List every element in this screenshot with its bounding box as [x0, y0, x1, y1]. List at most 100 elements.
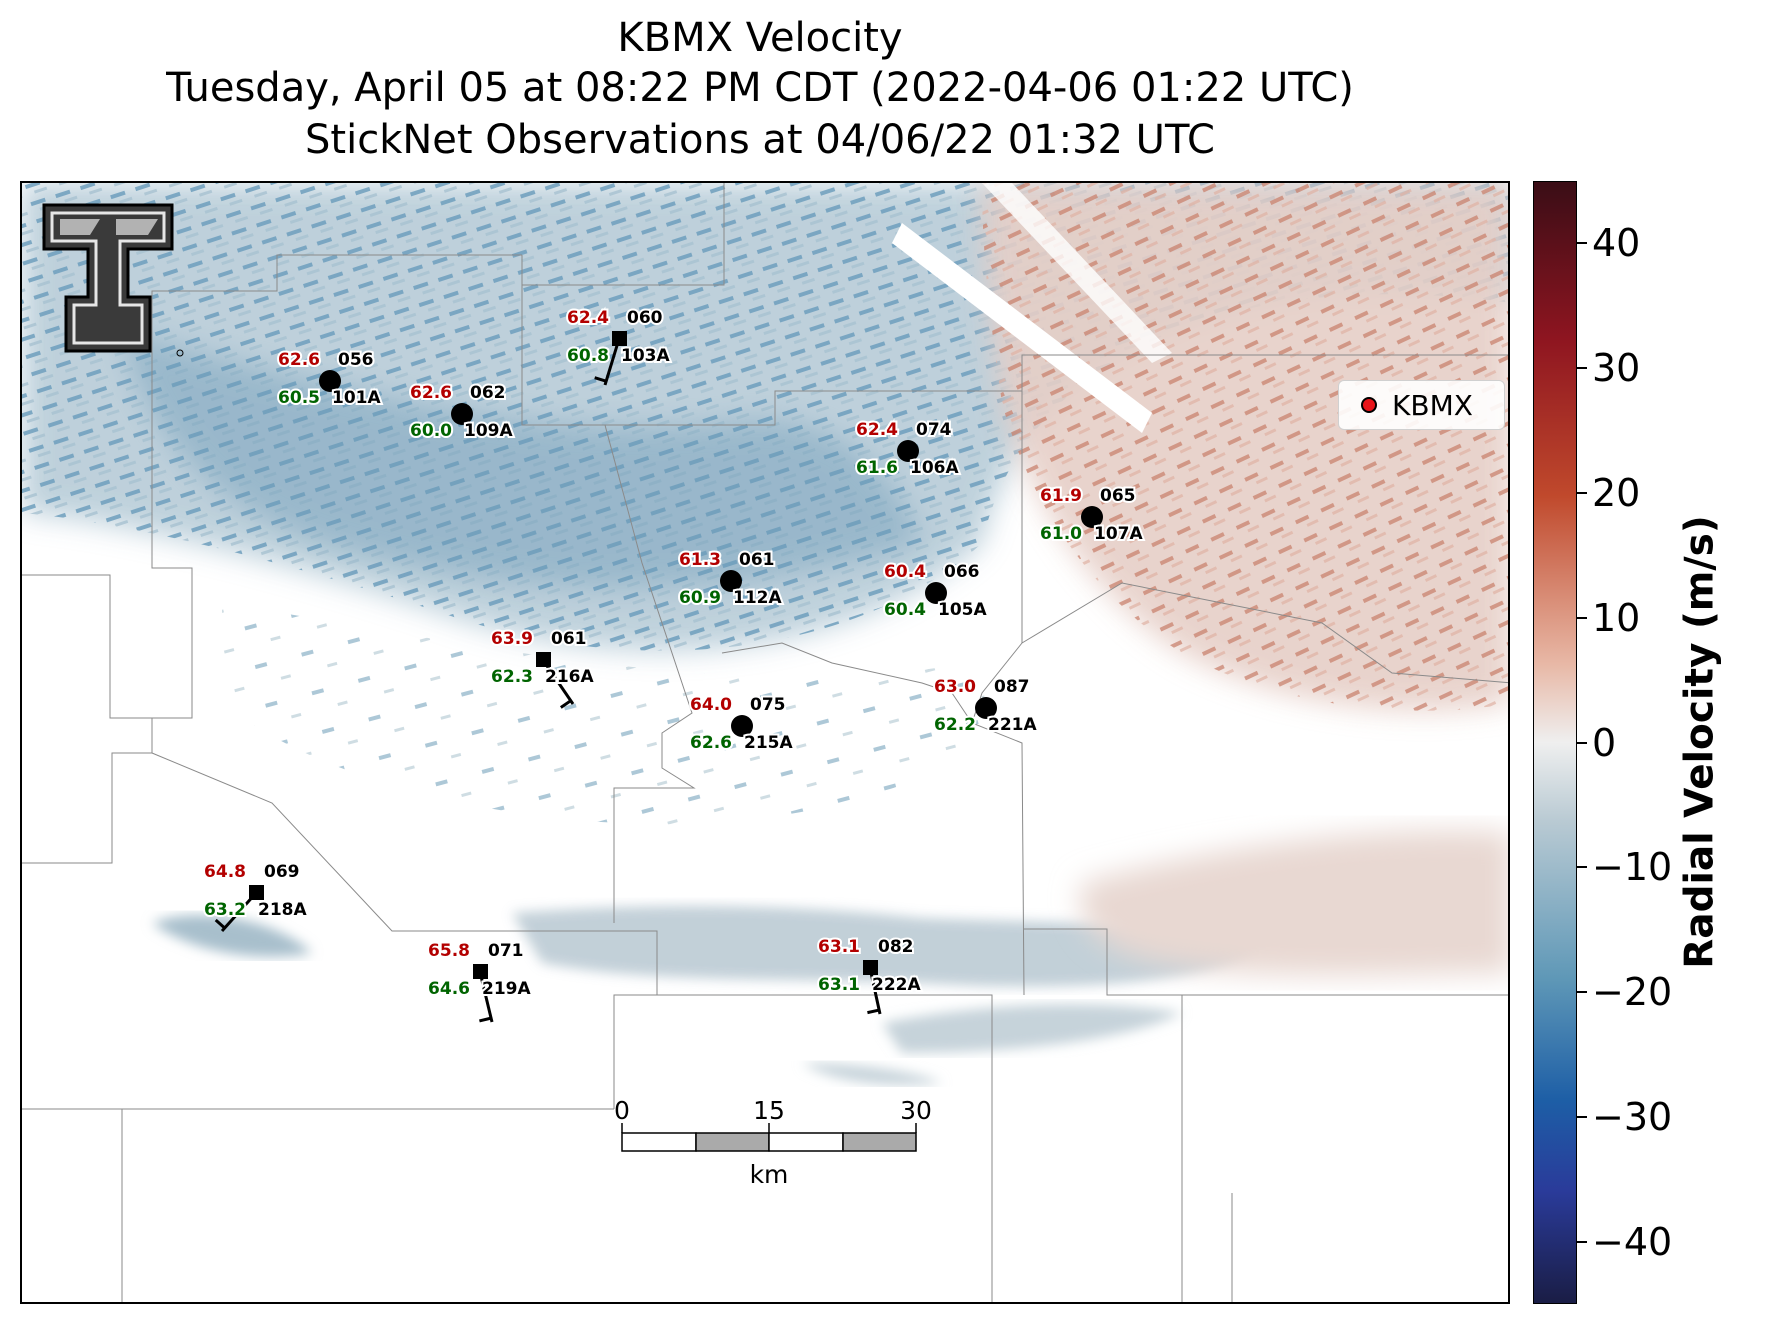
colorbar-tick-mark — [1577, 367, 1587, 370]
station-id: 069 — [264, 862, 300, 882]
colorbar-tick-mark — [1577, 866, 1587, 869]
colorbar-tick-mark — [1577, 991, 1587, 994]
station-plot-109A[interactable]: 62.6 062 60.0 109A — [408, 381, 515, 443]
radar-velocity-field — [22, 183, 1508, 1085]
station-id: 066 — [944, 562, 980, 582]
station-probe: 218A — [258, 900, 307, 920]
station-probe: 109A — [464, 421, 513, 441]
station-plot-105A[interactable]: 60.4 066 60.4 105A — [882, 560, 989, 622]
station-temperature: 64.0 — [690, 695, 732, 715]
station-id: 062 — [470, 383, 506, 403]
station-id: 075 — [750, 695, 786, 715]
colorbar-title: Radial Velocity (m/s) — [1677, 515, 1723, 969]
station-probe: 107A — [1094, 524, 1143, 544]
station-temperature: 63.1 — [818, 937, 860, 957]
station-plot-222A[interactable]: 63.1 082 63.1 222A — [816, 935, 923, 1015]
velocity-colorbar — [1533, 181, 1577, 1304]
station-id: 071 — [488, 941, 524, 961]
station-plot-106A[interactable]: 62.4 074 61.6 106A — [854, 418, 961, 480]
station-circle-marker-icon — [451, 403, 473, 425]
station-probe: 216A — [545, 667, 594, 687]
station-probe: 221A — [988, 715, 1037, 735]
station-plot-216A[interactable]: 63.9 061 62.3 216A — [489, 627, 596, 709]
station-probe: 112A — [733, 588, 782, 608]
station-plot-219A[interactable]: 65.8 071 64.6 219A — [426, 939, 533, 1023]
wind-barb-icon — [541, 659, 575, 705]
station-circle-marker-icon — [925, 582, 947, 604]
station-id: 056 — [338, 350, 374, 370]
station-dewpoint: 60.9 — [679, 588, 721, 608]
station-dewpoint: 63.2 — [204, 900, 246, 920]
radar-map[interactable]: 62.6 056 60.5 101A 62.6 062 60.0 109A 62.4 060 60.… — [20, 181, 1510, 1304]
colorbar-tick-label: −10 — [1592, 845, 1673, 890]
station-dewpoint: 64.6 — [428, 979, 470, 999]
station-dewpoint: 60.5 — [278, 388, 320, 408]
county-boundaries — [22, 183, 1508, 1302]
station-plot-112A[interactable]: 61.3 061 60.9 112A — [677, 548, 784, 610]
colorbar-tick-mark — [1577, 616, 1587, 619]
legend-label: KBMX — [1392, 389, 1473, 422]
wind-barb-flag-icon — [559, 699, 572, 709]
scale-label-30: 30 — [900, 1096, 932, 1125]
station-square-marker-icon — [473, 964, 488, 979]
wind-barb-icon — [478, 971, 494, 1023]
station-plot-221A[interactable]: 63.0 087 62.2 221A — [932, 675, 1039, 737]
colorbar-tick-label: −20 — [1592, 970, 1673, 1015]
station-dewpoint: 63.1 — [818, 975, 860, 995]
title-line-3: StickNet Observations at 04/06/22 01:32 … — [305, 117, 1215, 163]
texas-tech-logo — [42, 203, 184, 357]
colorbar-tick-label: 0 — [1592, 720, 1617, 765]
station-temperature: 61.9 — [1040, 486, 1082, 506]
colorbar-tick-mark — [1577, 491, 1587, 494]
station-square-marker-icon — [612, 331, 627, 346]
scale-bar: 0 15 30 km — [614, 1096, 932, 1189]
station-circle-marker-icon — [319, 370, 341, 392]
radar-site-marker-icon — [1361, 397, 1377, 413]
station-id: 082 — [878, 937, 914, 957]
station-plot-103A[interactable]: 62.4 060 60.8 103A — [565, 306, 672, 386]
map-legend: KBMX — [1338, 380, 1505, 430]
station-plot-215A[interactable]: 64.0 075 62.6 215A — [688, 693, 795, 755]
station-temperature: 62.4 — [567, 308, 609, 328]
station-plot-218A[interactable]: 64.8 069 63.2 218A — [202, 860, 309, 933]
station-probe: 101A — [332, 388, 381, 408]
colorbar-tick-mark — [1577, 741, 1587, 744]
station-circle-marker-icon — [897, 440, 919, 462]
colorbar-tick-label: 40 — [1592, 221, 1641, 266]
colorbar-tick-label: 10 — [1592, 595, 1641, 640]
station-plot-107A[interactable]: 61.9 065 61.0 107A — [1038, 484, 1145, 546]
station-id: 061 — [551, 629, 587, 649]
station-temperature: 63.9 — [491, 629, 533, 649]
colorbar-tick-label: −40 — [1592, 1219, 1673, 1264]
station-probe: 222A — [872, 975, 921, 995]
station-temperature: 62.4 — [856, 420, 898, 440]
station-probe: 105A — [938, 600, 987, 620]
station-dewpoint: 60.0 — [410, 421, 452, 441]
colorbar-tick-label: 30 — [1592, 346, 1641, 391]
colorbar-tick-mark — [1577, 1240, 1587, 1243]
station-dewpoint: 61.6 — [856, 458, 898, 478]
scale-label-0: 0 — [614, 1096, 630, 1125]
station-temperature: 62.6 — [410, 383, 452, 403]
station-plot-101A[interactable]: 62.6 056 60.5 101A — [276, 348, 383, 410]
radar-map-canvas: 62.6 056 60.5 101A 62.6 062 60.0 109A 62.4 060 60.… — [22, 183, 1508, 1302]
station-probe: 215A — [744, 733, 793, 753]
station-square-marker-icon — [536, 652, 551, 667]
wind-barb-icon — [868, 967, 882, 1015]
station-probe: 103A — [621, 346, 670, 366]
station-dewpoint: 60.8 — [567, 346, 609, 366]
station-id: 074 — [916, 420, 952, 440]
station-dewpoint: 62.3 — [491, 667, 533, 687]
station-id: 065 — [1100, 486, 1136, 506]
station-temperature: 64.8 — [204, 862, 246, 882]
station-dewpoint: 61.0 — [1040, 524, 1082, 544]
colorbar-tick-mark — [1577, 1115, 1587, 1118]
station-id: 087 — [994, 677, 1030, 697]
station-square-marker-icon — [863, 960, 878, 975]
station-circle-marker-icon — [975, 697, 997, 719]
colorbar-tick-label: −30 — [1592, 1094, 1673, 1139]
station-probe: 219A — [482, 979, 531, 999]
wind-barb-flag-icon — [867, 1008, 880, 1015]
station-temperature: 61.3 — [679, 550, 721, 570]
wind-barb-flag-icon — [214, 918, 226, 930]
